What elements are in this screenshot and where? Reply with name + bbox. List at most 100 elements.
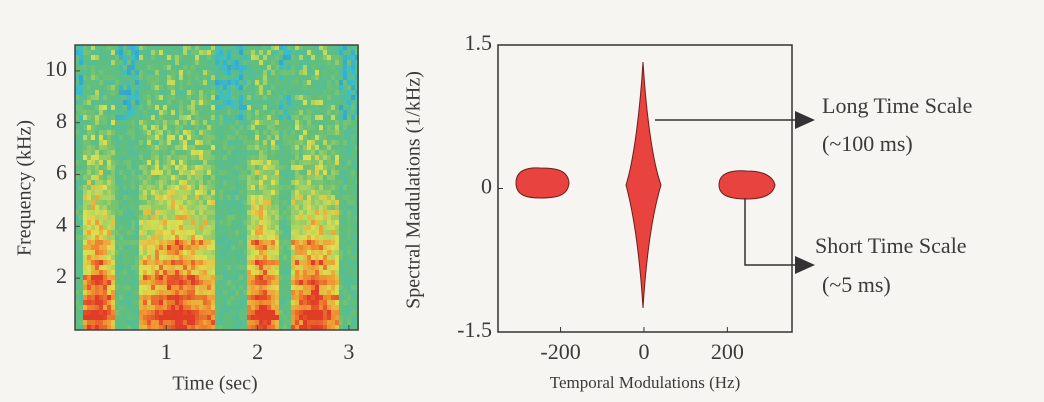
spectrogram-cell bbox=[211, 300, 215, 305]
spectrogram-cell bbox=[227, 310, 231, 315]
spectrogram-cell bbox=[175, 265, 179, 270]
spectrogram-cell bbox=[183, 75, 187, 80]
spectrogram-cell bbox=[247, 285, 251, 290]
spectrogram-cell bbox=[339, 55, 343, 60]
spectrogram-cell bbox=[219, 140, 223, 145]
spectrogram-cell bbox=[231, 195, 235, 200]
spectrogram-cell bbox=[311, 215, 315, 220]
spectrogram-cell bbox=[335, 190, 339, 195]
spectrogram-cell bbox=[211, 230, 215, 235]
spectrogram-cell bbox=[103, 160, 107, 165]
spectrogram-cell bbox=[291, 60, 295, 65]
spectrogram-cell bbox=[203, 70, 207, 75]
spectrogram-cell bbox=[115, 50, 119, 55]
spectrogram-cell bbox=[339, 235, 343, 240]
spectrogram-cell bbox=[211, 175, 215, 180]
spectrogram-cell bbox=[199, 195, 203, 200]
spectrogram-cell bbox=[155, 285, 159, 290]
spectrogram-cell bbox=[123, 210, 127, 215]
spectrogram-cell bbox=[223, 125, 227, 130]
spectrogram-cell bbox=[255, 110, 259, 115]
spectrogram-cell bbox=[179, 110, 183, 115]
spectrogram-cell bbox=[263, 265, 267, 270]
spectrogram-cell bbox=[91, 80, 95, 85]
spectrogram-cell bbox=[175, 105, 179, 110]
spectrogram-cell bbox=[95, 275, 99, 280]
spectrogram-cell bbox=[223, 160, 227, 165]
spectrogram-cell bbox=[187, 260, 191, 265]
spectrogram-cell bbox=[107, 305, 111, 310]
spectrogram-cell bbox=[223, 55, 227, 60]
spectrogram-cell bbox=[215, 280, 219, 285]
spectrogram-cell bbox=[279, 220, 283, 225]
spectrogram-cell bbox=[235, 190, 239, 195]
spectrogram-cell bbox=[87, 100, 91, 105]
spectrogram-cell bbox=[211, 165, 215, 170]
spectrogram-cell bbox=[227, 105, 231, 110]
spectrogram-cell bbox=[167, 285, 171, 290]
spectrogram-cell bbox=[79, 155, 83, 160]
spectrogram-cell bbox=[247, 190, 251, 195]
spectrogram-cell bbox=[279, 255, 283, 260]
spectrogram-cell bbox=[171, 305, 175, 310]
spectrogram-cell bbox=[195, 180, 199, 185]
spectrogram-cell bbox=[183, 180, 187, 185]
spectrogram-cell bbox=[107, 300, 111, 305]
spectrogram-cell bbox=[127, 225, 131, 230]
spectrogram-cell bbox=[223, 320, 227, 325]
spectrogram-cell bbox=[127, 190, 131, 195]
spectrogram-cell bbox=[195, 280, 199, 285]
spectrogram-cell bbox=[331, 315, 335, 320]
spectrogram-cell bbox=[275, 80, 279, 85]
spectrogram-cell bbox=[99, 165, 103, 170]
spectrogram-cell bbox=[131, 305, 135, 310]
spectrogram-cell bbox=[103, 200, 107, 205]
spectrogram-cell bbox=[203, 195, 207, 200]
spectrogram-cell bbox=[243, 295, 247, 300]
spectrogram-cell bbox=[323, 300, 327, 305]
spectrogram-cell bbox=[139, 220, 143, 225]
spectrogram-cell bbox=[299, 195, 303, 200]
spectrogram-cell bbox=[307, 250, 311, 255]
spectrogram-cell bbox=[103, 185, 107, 190]
spectrogram-cell bbox=[187, 255, 191, 260]
spectrogram-cell bbox=[119, 130, 123, 135]
spectrogram-cell bbox=[167, 175, 171, 180]
spectrogram-cell bbox=[79, 280, 83, 285]
spectrogram-cell bbox=[127, 100, 131, 105]
spectrogram-cell bbox=[343, 65, 347, 70]
spectrogram-cell bbox=[163, 150, 167, 155]
spectrogram-cell bbox=[283, 190, 287, 195]
spectrogram-cell bbox=[175, 165, 179, 170]
spectrogram-cell bbox=[303, 250, 307, 255]
spectrogram-cell bbox=[99, 140, 103, 145]
spectrogram-cell bbox=[191, 170, 195, 175]
spectrogram-cell bbox=[107, 185, 111, 190]
spectrogram-cell bbox=[183, 140, 187, 145]
spectrogram-cell bbox=[127, 150, 131, 155]
spectrogram-cell bbox=[83, 185, 87, 190]
spectrogram-cell bbox=[303, 300, 307, 305]
spectrogram-cell bbox=[247, 90, 251, 95]
spectrogram-cell bbox=[343, 285, 347, 290]
spectrogram-cell bbox=[279, 205, 283, 210]
spectrogram-cell bbox=[139, 155, 143, 160]
spectrogram-cell bbox=[163, 245, 167, 250]
spectrogram-cell bbox=[311, 310, 315, 315]
spectrogram-cell bbox=[159, 275, 163, 280]
spectrogram-cell bbox=[171, 270, 175, 275]
spectrogram-cell bbox=[103, 315, 107, 320]
spectrogram-cell bbox=[187, 280, 191, 285]
spectrogram-cell bbox=[215, 305, 219, 310]
spectrogram-cell bbox=[91, 200, 95, 205]
spectrogram-cell bbox=[119, 140, 123, 145]
spectrogram-cell bbox=[339, 275, 343, 280]
spectrogram-cell bbox=[243, 195, 247, 200]
spectrogram-cell bbox=[263, 255, 267, 260]
spectrogram-cell bbox=[147, 190, 151, 195]
spectrogram-cell bbox=[351, 125, 355, 130]
spectrogram-cell bbox=[315, 115, 319, 120]
spectrogram-cell bbox=[99, 130, 103, 135]
spectrogram-cell bbox=[83, 195, 87, 200]
spectrogram-cell bbox=[231, 190, 235, 195]
